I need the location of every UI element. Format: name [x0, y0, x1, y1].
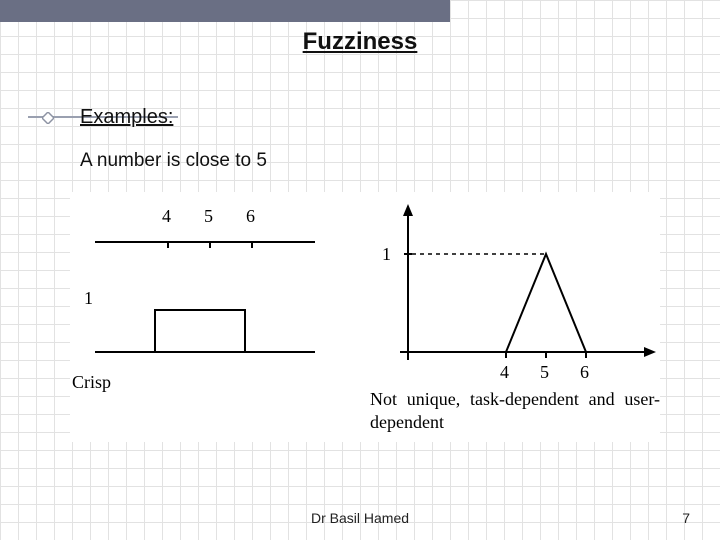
- page-number: 7: [682, 510, 690, 526]
- examples-heading: Examples:: [80, 106, 173, 129]
- crisp-x-4: 4: [162, 206, 171, 227]
- crisp-y-1: 1: [84, 288, 93, 309]
- accent-diamond-icon: [42, 112, 52, 122]
- fuzzy-x-4: 4: [500, 362, 509, 383]
- fuzzy-x-6: 6: [580, 362, 589, 383]
- crisp-caption: Crisp: [72, 372, 111, 393]
- top-banner: [0, 0, 450, 22]
- crisp-x-6: 6: [246, 206, 255, 227]
- footer-author: Dr Basil Hamed: [0, 510, 720, 526]
- fuzzy-chart-svg: [360, 192, 660, 412]
- page-title: Fuzziness: [0, 28, 720, 56]
- figure-panel: 4 5 6 1 Crisp 1 4 5 6 Not unique, task-d…: [70, 192, 660, 442]
- fuzzy-caption: Not unique, task-dependent and user-depe…: [370, 388, 660, 433]
- example-statement: A number is close to 5: [80, 150, 267, 172]
- fuzzy-y-1: 1: [382, 244, 391, 265]
- crisp-x-5: 5: [204, 206, 213, 227]
- fuzzy-x-5: 5: [540, 362, 549, 383]
